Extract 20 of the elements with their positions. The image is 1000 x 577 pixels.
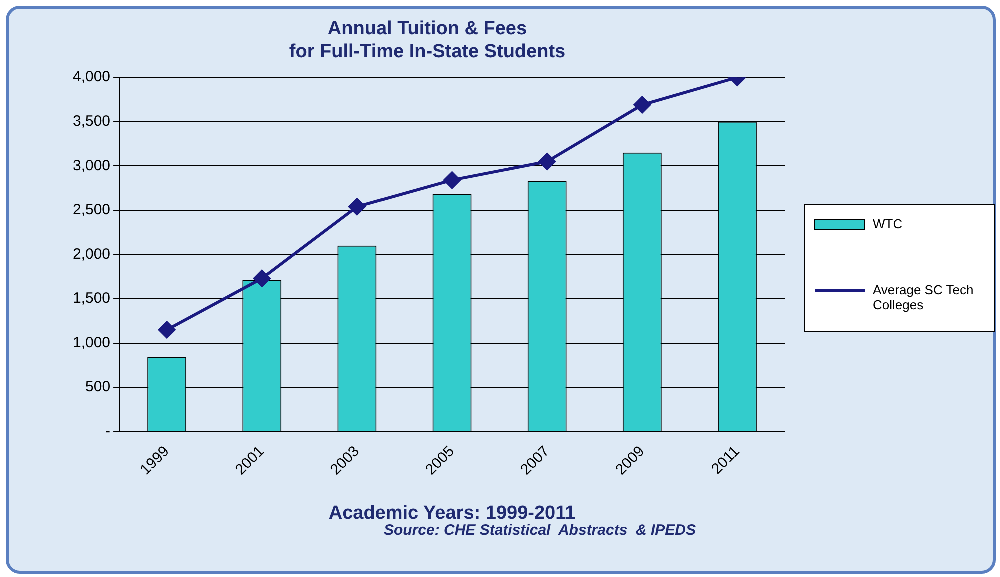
y-tick-label: 500	[86, 378, 111, 396]
x-axis-title: Academic Years: 1999-2011	[328, 502, 576, 524]
point	[538, 153, 556, 170]
point	[158, 322, 176, 339]
point	[254, 270, 271, 288]
point	[444, 172, 461, 189]
y-tick-label: 2,000	[72, 246, 111, 263]
source-note: Source: CHE Statistical Abstracts & IPEDS	[384, 522, 696, 539]
legend-label: Average SC Tech Colleges	[873, 282, 974, 313]
y-tick-label: 4,000	[72, 68, 111, 86]
chart-title: Annual Tuition & Fees for Full-Time In-State Students	[289, 18, 566, 62]
point	[634, 96, 651, 114]
y-tick-label: -	[106, 423, 111, 440]
y-tick-label: 1,000	[72, 334, 111, 352]
legend-label: WTC	[873, 216, 903, 232]
y-tick-label: 2,500	[72, 202, 111, 219]
y-tick-label: 3,000	[72, 157, 111, 174]
y-tick-label: 3,500	[72, 113, 111, 130]
y-tick-label: 1,500	[72, 290, 111, 308]
point	[348, 198, 366, 216]
